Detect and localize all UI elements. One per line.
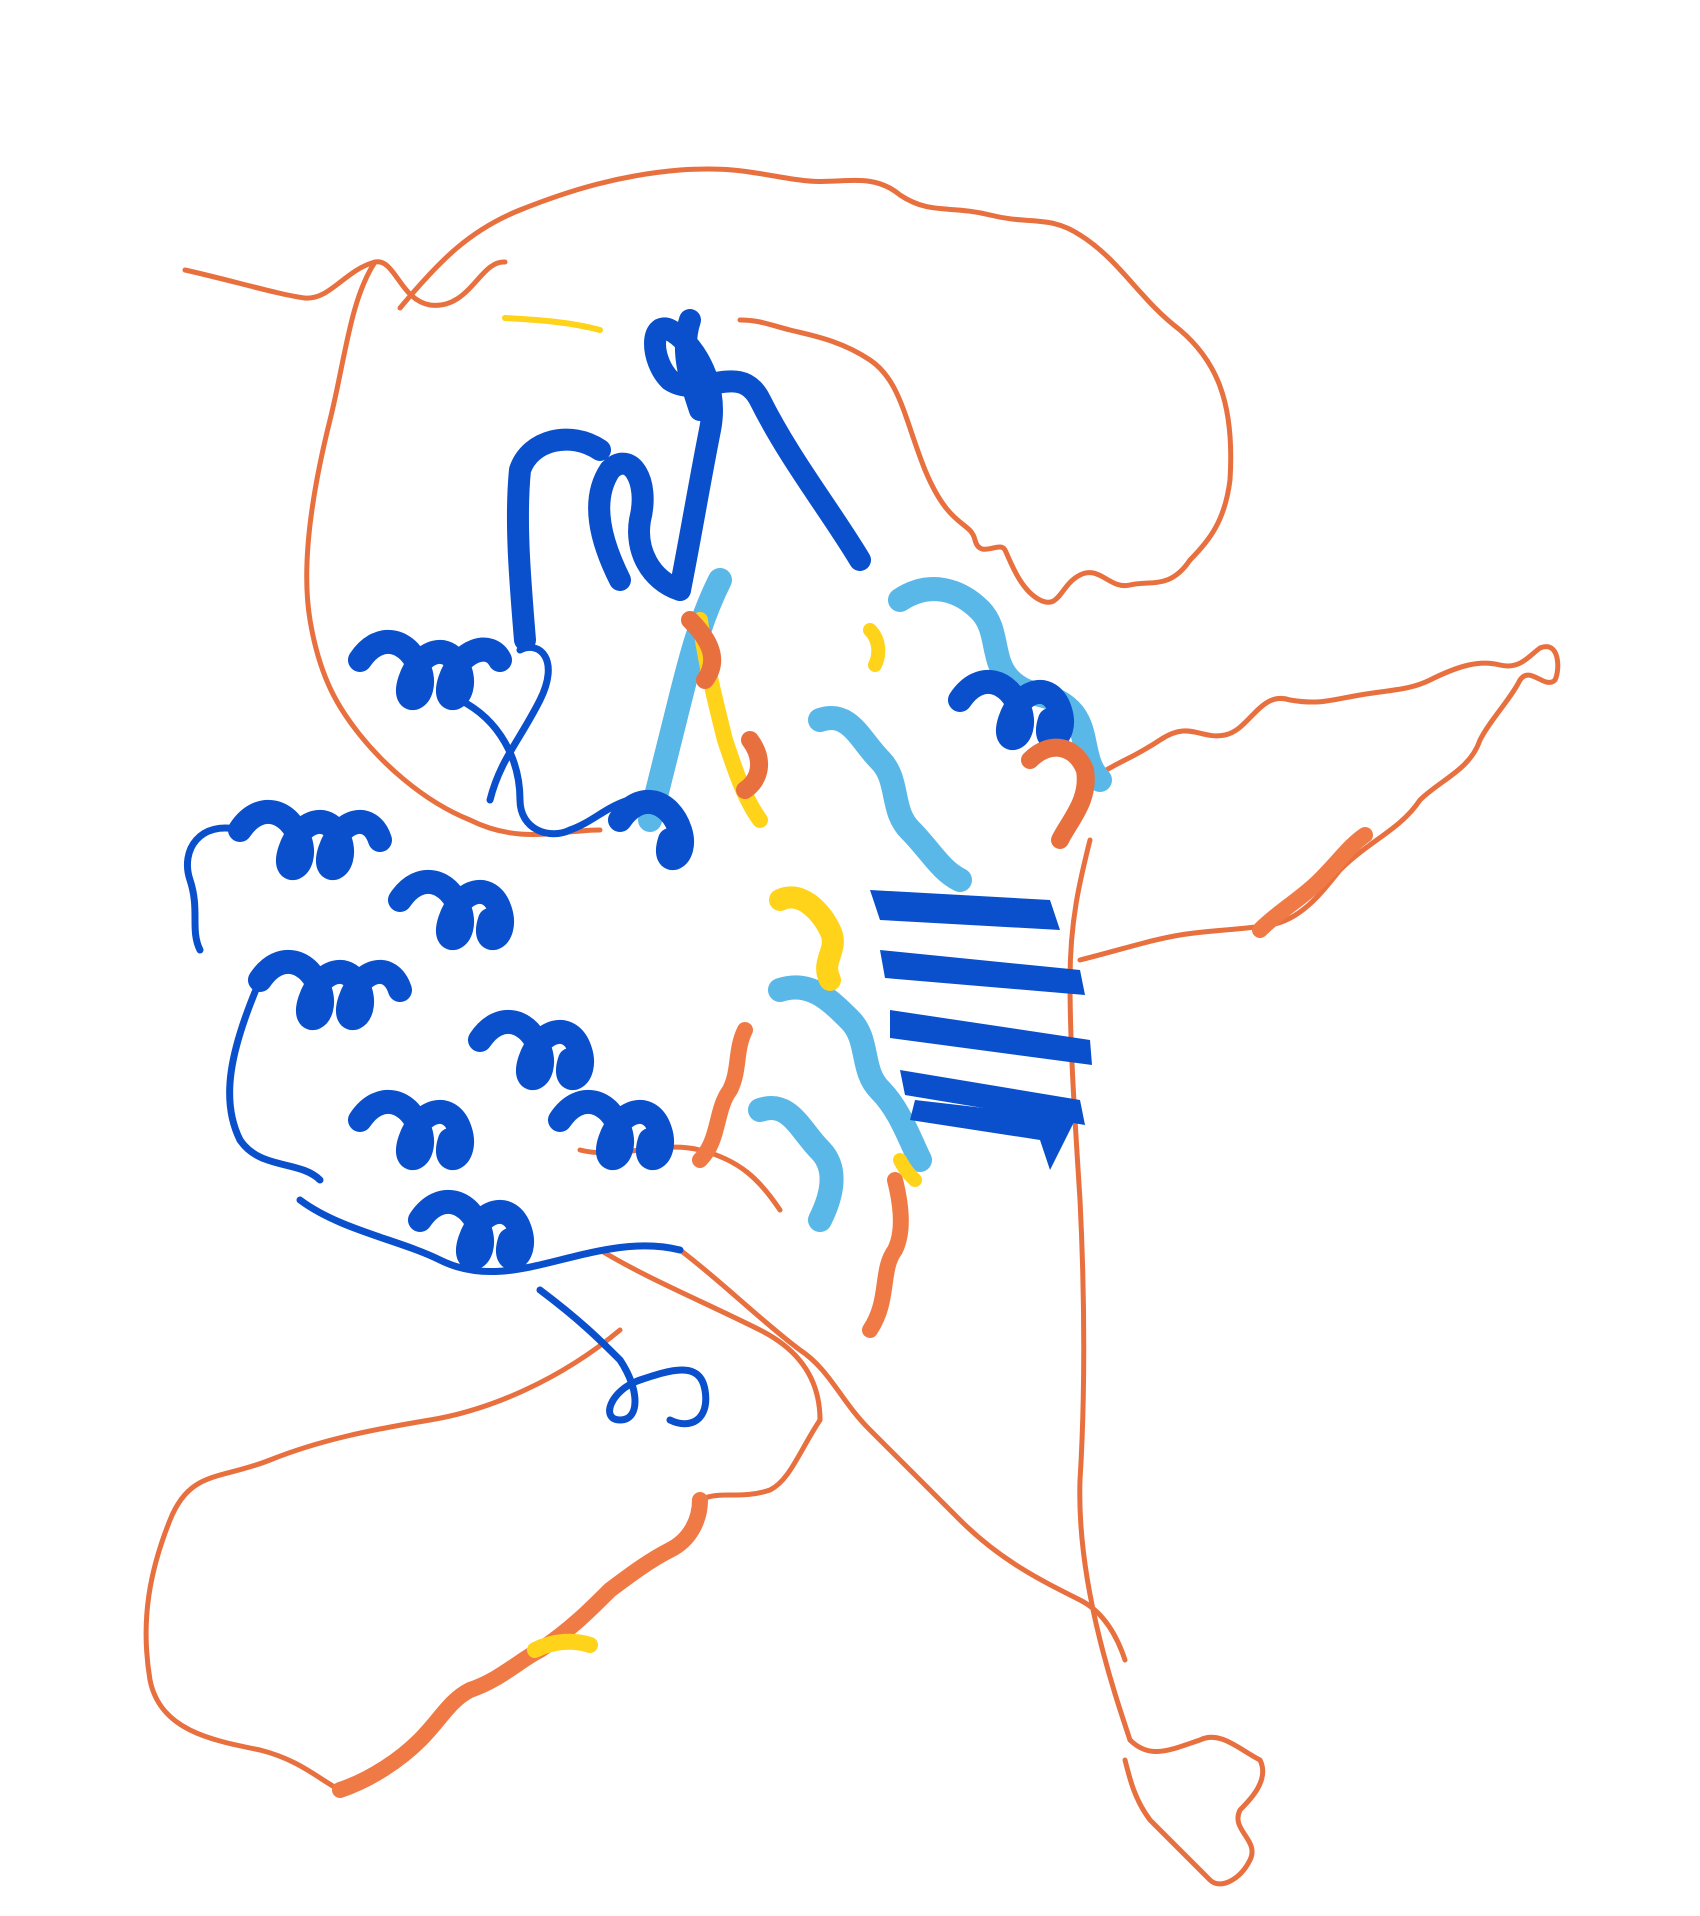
- top-long-loop: [397, 166, 1234, 563]
- yellow-helix-center: [769, 886, 844, 991]
- helix-center-1: [468, 1009, 594, 1091]
- orange-helix-right-tail: [1252, 827, 1373, 938]
- lightblue-helix-2: [808, 706, 972, 892]
- orange-helix-center: [692, 1022, 753, 1168]
- coil-lower-spine: [296, 1196, 684, 1276]
- yellow-top-coil: [502, 315, 603, 333]
- helix-left-1: [228, 799, 392, 881]
- orange-helix-lower-mid: [862, 1172, 909, 1338]
- inner-coil-1: [597, 1247, 823, 1423]
- strand-4: [900, 1070, 1085, 1125]
- coil-left-lower: [226, 976, 324, 1184]
- helix-center-2: [548, 1089, 674, 1171]
- bottom-right-knot: [1122, 1734, 1266, 1887]
- beta-sheet-right: [870, 890, 1092, 1170]
- orange-core-1: [681, 611, 722, 689]
- bottom-left-loop: [143, 1327, 623, 1793]
- beta-hairpins-top: [506, 309, 871, 651]
- yellow-small-1: [863, 623, 886, 672]
- lightblue-helix-4: [748, 1096, 844, 1232]
- dark-blue-helices: [228, 629, 1074, 1271]
- left-big-loop: [304, 259, 603, 837]
- helix-left-2: [248, 949, 412, 1031]
- orange-core-2: [1021, 738, 1095, 849]
- right-tail-descent: [1077, 677, 1523, 963]
- helix-lower-1: [348, 1089, 474, 1171]
- bottom-cross-loop: [677, 1247, 1128, 1663]
- coil-upper-connector: [486, 644, 552, 804]
- orange-core-3: [736, 731, 768, 799]
- hairpin-left: [506, 428, 611, 651]
- helix-lower-2: [408, 1189, 534, 1271]
- yellow-small-2: [893, 1153, 922, 1187]
- orange-core-bits: [681, 611, 1095, 849]
- orange-helix-bottom: [332, 1492, 708, 1798]
- helix-mid-upper: [608, 789, 694, 871]
- coil-center-arc: [456, 696, 664, 838]
- yellow-helix-bottom: [527, 1633, 598, 1658]
- dark-blue-coils: [183, 644, 710, 1428]
- hairpin-inner: [674, 309, 711, 421]
- bottom-center-loop: [697, 1417, 823, 1503]
- helix-right-upper: [948, 669, 1074, 751]
- strand-3: [890, 1010, 1092, 1065]
- hairpin-center: [588, 452, 691, 601]
- orange-helices: [332, 827, 1373, 1798]
- strand-2: [880, 950, 1085, 995]
- coil-bottom-hairpin: [536, 1286, 710, 1428]
- coil-left-outer: [183, 824, 244, 954]
- lightblue-helix-3: [768, 975, 932, 1172]
- right-tail-loop: [1087, 644, 1561, 783]
- helix-upper-left: [348, 629, 512, 711]
- strand-1: [870, 890, 1060, 930]
- helix-left-3: [388, 869, 514, 951]
- top-right-dip-loop: [737, 317, 1193, 605]
- n-terminal-tail: [182, 259, 508, 308]
- strand-5: [910, 1100, 1075, 1170]
- hairpin-top: [644, 317, 871, 601]
